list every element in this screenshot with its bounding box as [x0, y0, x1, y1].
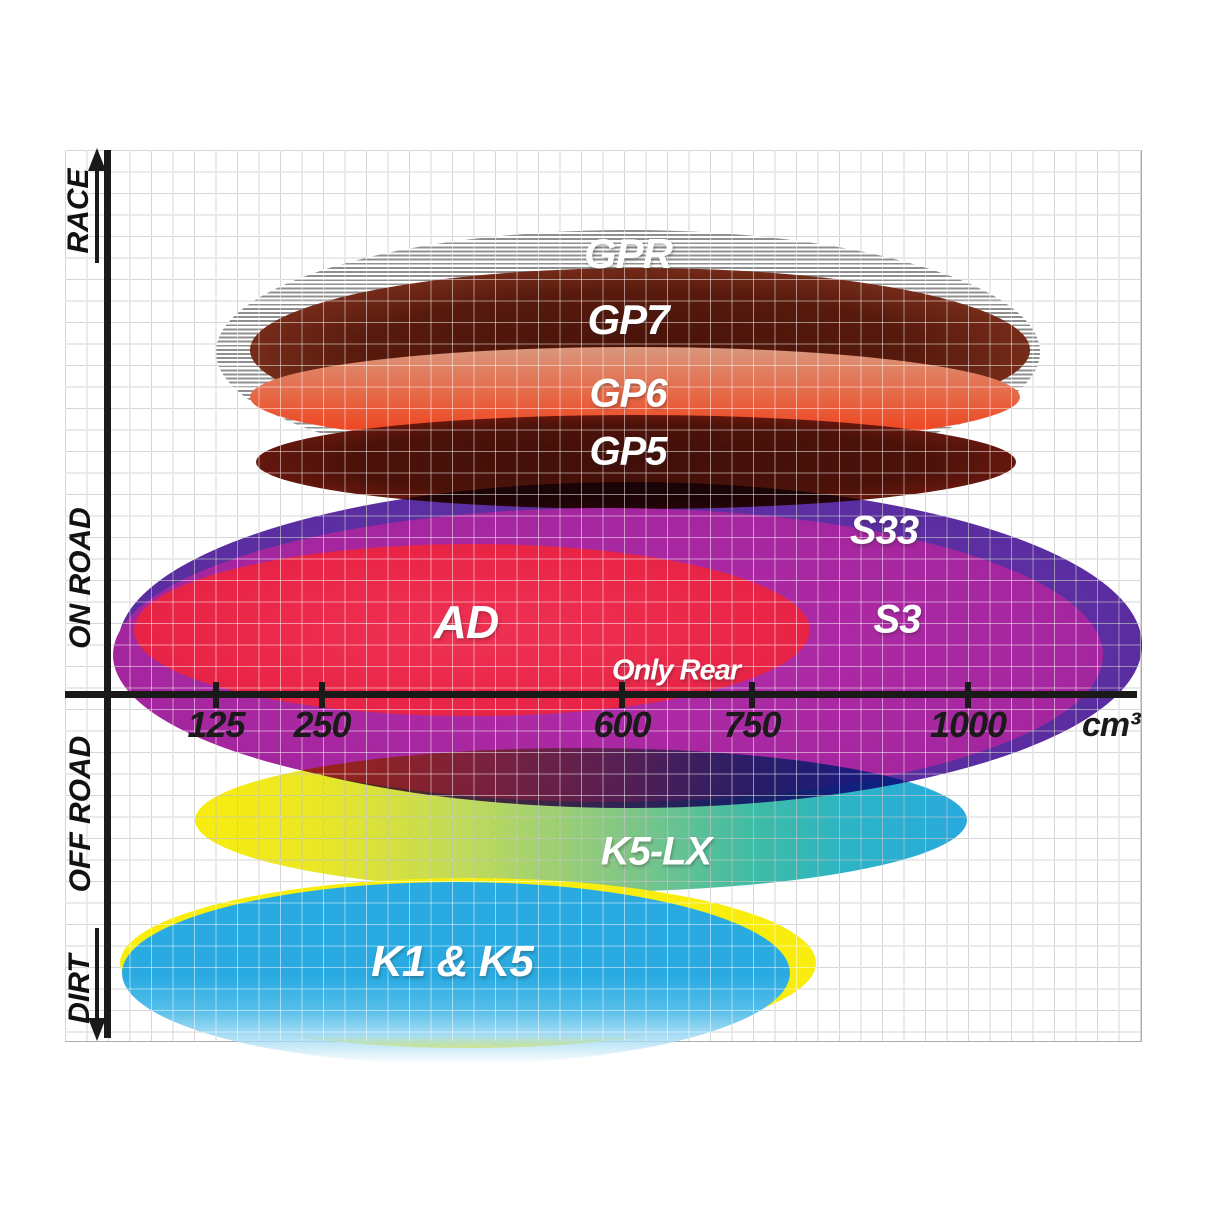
region-label-gpr: GPR — [583, 230, 673, 277]
region-k5lx — [195, 748, 967, 892]
region-label-k5lx: K5-LX — [600, 829, 713, 874]
y-axis-line — [104, 150, 111, 1038]
region-label-gp7: GP7 — [587, 296, 669, 343]
region-label-gp6: GP6 — [589, 371, 667, 416]
region-label-s3: S3 — [873, 597, 922, 642]
region-label-ad: AD — [433, 596, 499, 648]
x-tick-label-750: 750 — [723, 704, 781, 745]
region-label-s33: S33 — [849, 508, 919, 553]
x-tick-label-125: 125 — [187, 704, 245, 745]
y-label-dirt: DIRT — [63, 954, 96, 1024]
x-tick-label-1000: 1000 — [929, 704, 1007, 745]
x-tick-label-250: 250 — [293, 704, 351, 745]
region-label-gp5: GP5 — [589, 429, 667, 474]
y-label-off-road: OFF ROAD — [64, 735, 97, 893]
annotation-only-rear: Only Rear — [612, 654, 741, 687]
y-label-on-road: ON ROAD — [64, 507, 97, 649]
x-tick-label-600: 600 — [593, 704, 651, 745]
x-axis-line — [65, 691, 1137, 698]
region-label-k1-k5: K1 & K5 — [371, 937, 534, 986]
y-label-race: RACE — [62, 168, 95, 254]
x-axis-unit-label: cm³ — [1082, 706, 1140, 744]
